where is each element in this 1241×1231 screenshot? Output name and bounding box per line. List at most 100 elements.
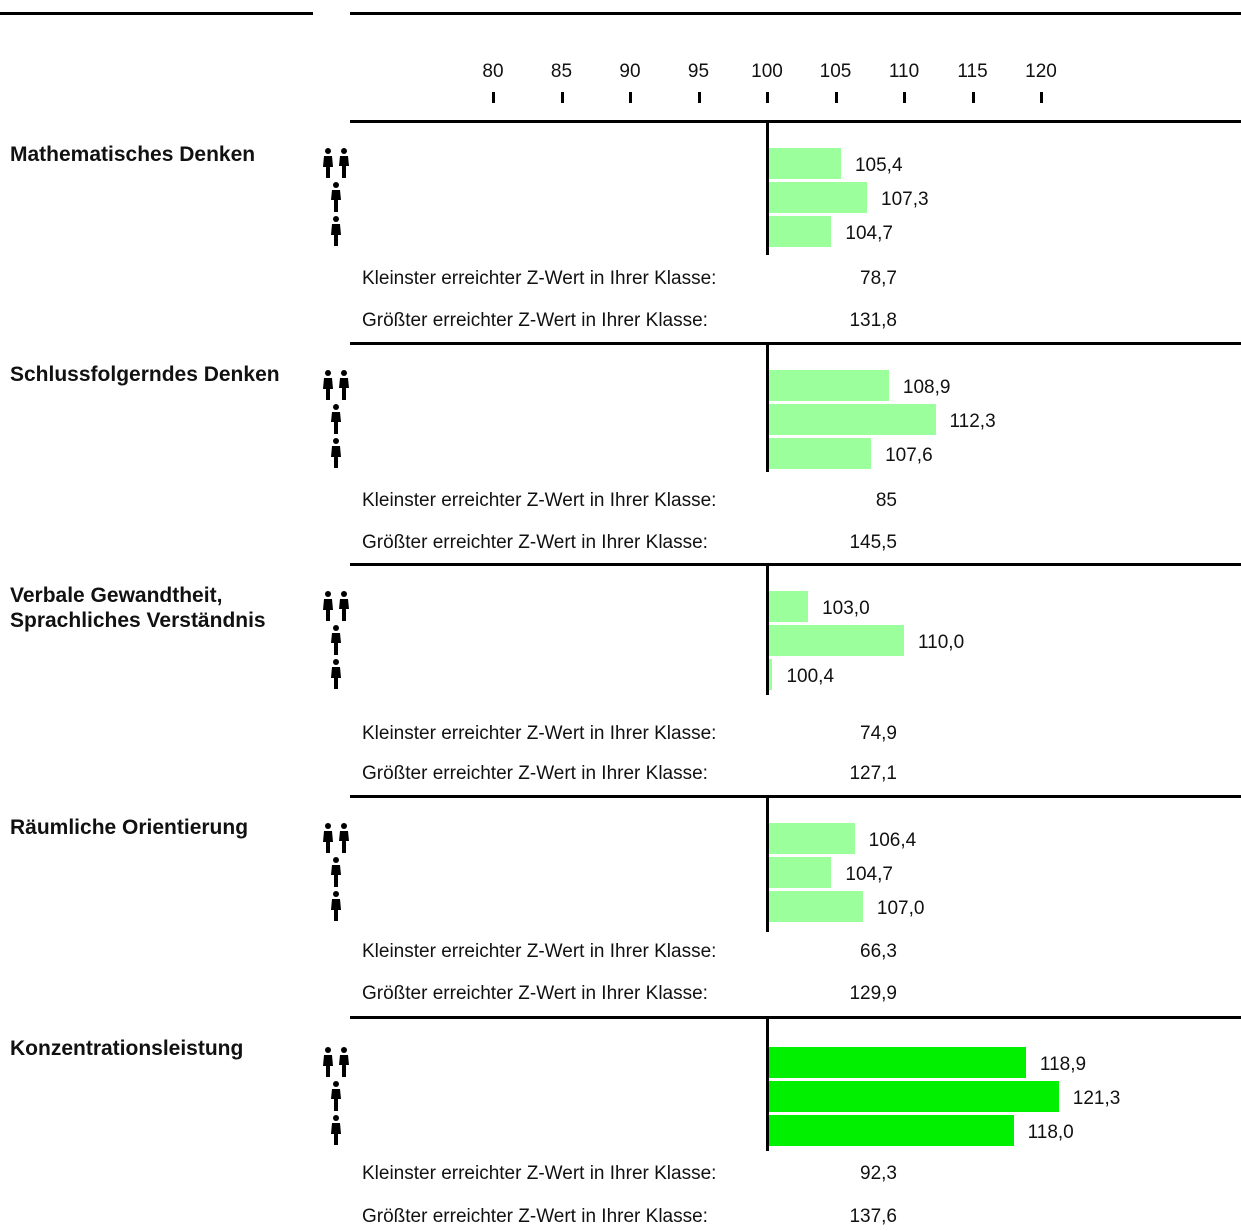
baseline-100 [766, 120, 769, 255]
section-divider [350, 795, 1241, 798]
min-z-label: Kleinster erreichter Z-Wert in Ihrer Kla… [362, 268, 717, 289]
man-icon [329, 857, 343, 887]
section-divider [350, 342, 1241, 345]
woman-icon [329, 1115, 343, 1145]
bar-value-label: 118,0 [1027, 1122, 1074, 1143]
chart-section: Mathematisches Denken 105,4 107,3 104,7 Klei… [0, 120, 1241, 340]
bar [769, 823, 855, 854]
people-pair-icon [320, 591, 352, 621]
min-z-value: 66,3 [860, 941, 897, 962]
tick-mark [697, 92, 701, 103]
people-pair-icon [320, 1047, 352, 1077]
man-icon [329, 1081, 343, 1111]
bar-value-label: 121,3 [1072, 1088, 1121, 1109]
min-z-value: 74,9 [860, 723, 897, 744]
tick-mark [903, 92, 906, 103]
section-title: Schlussfolgerndes Denken [10, 363, 280, 386]
bar [769, 216, 832, 247]
woman-icon [329, 891, 343, 921]
bar-value-label: 112,3 [949, 411, 996, 432]
bar [769, 370, 889, 401]
chart-section: Verbale Gewandtheit, Sprachliches Verstä… [0, 563, 1241, 793]
tick-label: 100 [751, 61, 783, 82]
tick-mark [560, 92, 564, 103]
chart-section: Räumliche Orientierung 106,4 104,7 107,0 Kle… [0, 795, 1241, 1015]
section-title: Räumliche Orientierung [10, 816, 249, 839]
chart-section: Konzentrationsleistung 118,9 121,3 118,0 Kle… [0, 1016, 1241, 1231]
tick-label: 95 [687, 61, 710, 82]
max-z-label: Größter erreichter Z-Wert in Ihrer Klass… [362, 983, 708, 1004]
section-title: Mathematisches Denken [10, 143, 256, 166]
min-z-label: Kleinster erreichter Z-Wert in Ihrer Kla… [362, 1163, 717, 1184]
top-rule-right [350, 12, 1241, 15]
man-icon [329, 404, 343, 434]
baseline-100 [766, 1016, 769, 1151]
min-z-value: 78,7 [860, 268, 897, 289]
max-z-value: 137,6 [849, 1206, 897, 1227]
people-pair-icon [320, 148, 352, 178]
tick-label: 115 [957, 61, 988, 82]
tick-mark [971, 92, 975, 103]
bar [769, 659, 773, 690]
bar [769, 438, 872, 469]
woman-icon [329, 438, 343, 468]
section-divider [350, 120, 1241, 123]
bar [769, 182, 867, 213]
bar [769, 891, 863, 922]
bar-value-label: 106,4 [868, 830, 917, 851]
tick-label: 85 [550, 61, 573, 82]
people-pair-icon [320, 370, 352, 400]
max-z-value: 129,9 [849, 983, 897, 1004]
section-title: Konzentrationsleistung [10, 1037, 244, 1060]
baseline-100 [766, 563, 769, 695]
woman-icon [329, 216, 343, 246]
man-icon [329, 625, 343, 655]
section-title: Verbale Gewandtheit, Sprachliches Verstä… [10, 584, 266, 632]
min-z-label: Kleinster erreichter Z-Wert in Ihrer Kla… [362, 490, 717, 511]
max-z-label: Größter erreichter Z-Wert in Ihrer Klass… [362, 763, 708, 784]
section-divider [350, 1016, 1241, 1019]
bar [769, 591, 809, 622]
bar-value-label: 100,4 [786, 666, 835, 687]
bar-value-label: 107,0 [876, 898, 925, 919]
min-z-label: Kleinster erreichter Z-Wert in Ihrer Kla… [362, 723, 717, 744]
bar-value-label: 110,0 [918, 632, 965, 653]
bar [769, 1115, 1014, 1146]
bar-value-label: 118,9 [1039, 1054, 1087, 1075]
section-divider [350, 563, 1241, 566]
bar [769, 857, 832, 888]
bar-value-label: 108,9 [902, 377, 951, 398]
bar-value-label: 107,3 [881, 189, 929, 210]
baseline-100 [766, 342, 769, 472]
baseline-100 [766, 795, 769, 932]
bar-value-label: 104,7 [845, 223, 893, 244]
tick-label: 80 [482, 61, 504, 82]
min-z-value: 85 [875, 490, 897, 511]
bar-value-label: 107,6 [885, 445, 933, 466]
top-rule-left [0, 12, 313, 15]
bar-value-label: 103,0 [822, 598, 870, 619]
tick-mark [492, 92, 495, 103]
bar-value-label: 105,4 [854, 155, 903, 176]
tick-mark [629, 92, 632, 103]
max-z-value: 145,5 [849, 532, 897, 553]
tick-label: 90 [619, 61, 641, 82]
bar-value-label: 104,7 [845, 864, 893, 885]
tick-mark [1040, 92, 1043, 103]
min-z-value: 92,3 [860, 1163, 897, 1184]
chart-section: Schlussfolgerndes Denken 108,9 112,3 107,6 K… [0, 342, 1241, 562]
max-z-label: Größter erreichter Z-Wert in Ihrer Klass… [362, 310, 708, 331]
tick-label: 105 [819, 61, 852, 82]
bar [769, 404, 936, 435]
tick-mark [766, 92, 769, 103]
bar [769, 1047, 1026, 1078]
tick-mark [834, 92, 838, 103]
tick-label: 110 [888, 61, 920, 82]
min-z-label: Kleinster erreichter Z-Wert in Ihrer Kla… [362, 941, 717, 962]
max-z-label: Größter erreichter Z-Wert in Ihrer Klass… [362, 532, 708, 553]
woman-icon [329, 659, 343, 689]
max-z-value: 127,1 [849, 763, 897, 784]
people-pair-icon [320, 823, 352, 853]
max-z-label: Größter erreichter Z-Wert in Ihrer Klass… [362, 1206, 708, 1227]
bar [769, 625, 904, 656]
